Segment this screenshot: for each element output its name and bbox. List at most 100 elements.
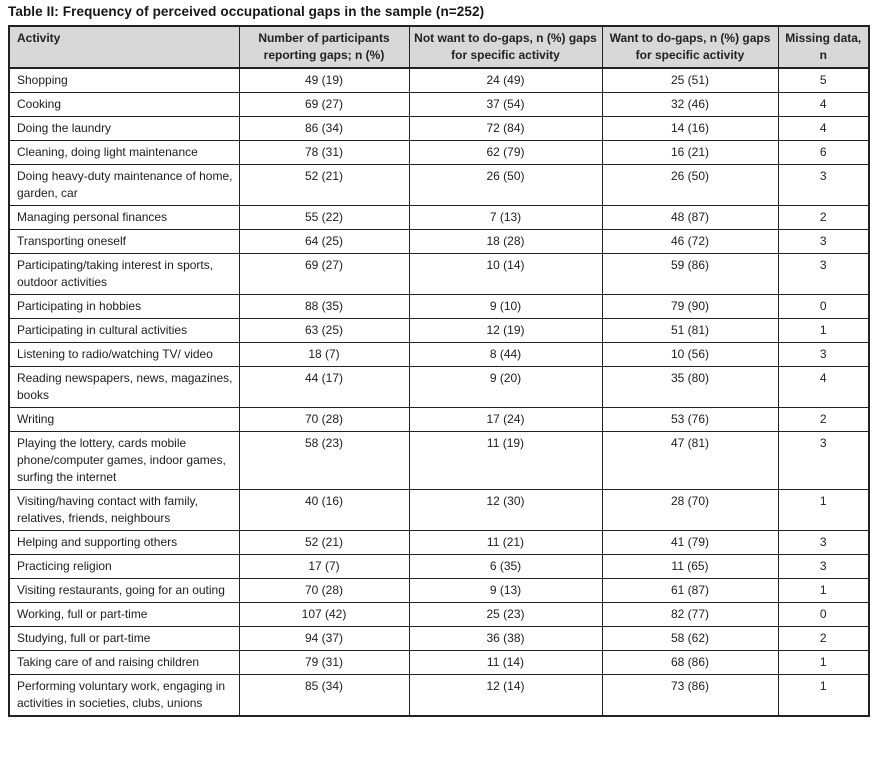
value-cell: 82 (77) [601,602,779,627]
value-cell: 3 [777,253,870,295]
activity-cell: Transporting oneself [8,229,240,254]
value-cell: 59 (86) [601,253,779,295]
value-cell: 78 (31) [238,140,410,165]
activity-cell: Shopping [8,67,240,93]
activity-cell: Cooking [8,92,240,117]
table-row: Transporting oneself 64 (25) 18 (28) 46 (72… [8,229,870,254]
value-cell: 4 [777,116,870,141]
value-cell: 11 (65) [601,554,779,579]
table-row: Visiting restaurants, going for an outin… [8,578,870,603]
value-cell: 58 (62) [601,626,779,651]
activity-cell: Practicing religion [8,554,240,579]
header-row: Activity Number of participants reporting… [8,25,870,69]
table-row: Visiting/having contact with family, rel… [8,489,870,531]
value-cell: 5 [777,67,870,93]
table-row: Listening to radio/watching TV/ video 18 … [8,342,870,367]
value-cell: 41 (79) [601,530,779,555]
table-row: Shopping 49 (19) 24 (49) 25 (51) 5 [8,67,870,93]
value-cell: 3 [777,530,870,555]
value-cell: 47 (81) [601,431,779,490]
value-cell: 0 [777,294,870,319]
value-cell: 28 (70) [601,489,779,531]
table-row: Cleaning, doing light maintenance 78 (31)… [8,140,870,165]
activity-cell: Doing the laundry [8,116,240,141]
column-header-2: Number of participants reporting gaps; n… [238,25,410,69]
activity-cell: Doing heavy-duty maintenance of home, ga… [8,164,240,206]
value-cell: 107 (42) [238,602,410,627]
table-row: Doing heavy-duty maintenance of home, ga… [8,164,870,206]
value-cell: 46 (72) [601,229,779,254]
column-header-1: Activity [8,25,240,69]
value-cell: 1 [777,650,870,675]
activity-cell: Participating/taking interest in sports,… [8,253,240,295]
table-row: Participating/taking interest in sports,… [8,253,870,295]
activity-cell: Managing personal finances [8,205,240,230]
value-cell: 4 [777,92,870,117]
value-cell: 7 (13) [408,205,603,230]
value-cell: 11 (21) [408,530,603,555]
value-cell: 16 (21) [601,140,779,165]
value-cell: 3 [777,431,870,490]
value-cell: 69 (27) [238,92,410,117]
activity-cell: Listening to radio/watching TV/ video [8,342,240,367]
value-cell: 3 [777,164,870,206]
value-cell: 79 (31) [238,650,410,675]
table-body: Shopping 49 (19) 24 (49) 25 (51) 5 Cooking 69 … [8,67,870,717]
value-cell: 85 (34) [238,674,410,717]
table-header: Activity Number of participants reporting… [8,25,870,69]
value-cell: 32 (46) [601,92,779,117]
value-cell: 73 (86) [601,674,779,717]
value-cell: 25 (23) [408,602,603,627]
value-cell: 70 (28) [238,407,410,432]
value-cell: 1 [777,318,870,343]
occupational-gaps-table: Activity Number of participants reporting… [8,25,870,717]
table-row: Writing 70 (28) 17 (24) 53 (76) 2 [8,407,870,432]
table-row: Participating in cultural activities 63 (… [8,318,870,343]
value-cell: 52 (21) [238,530,410,555]
value-cell: 1 [777,578,870,603]
table-row: Managing personal finances 55 (22) 7 (13) 4… [8,205,870,230]
value-cell: 17 (24) [408,407,603,432]
value-cell: 2 [777,626,870,651]
value-cell: 1 [777,674,870,717]
activity-cell: Taking care of and raising children [8,650,240,675]
value-cell: 55 (22) [238,205,410,230]
table-row: Participating in hobbies 88 (35) 9 (10) 79 … [8,294,870,319]
value-cell: 35 (80) [601,366,779,408]
value-cell: 11 (19) [408,431,603,490]
value-cell: 36 (38) [408,626,603,651]
activity-cell: Playing the lottery, cards mobile phone/… [8,431,240,490]
value-cell: 3 [777,342,870,367]
value-cell: 0 [777,602,870,627]
activity-cell: Writing [8,407,240,432]
value-cell: 79 (90) [601,294,779,319]
column-header-3: Not want to do-gaps, n (%) gaps for spec… [408,25,603,69]
value-cell: 12 (19) [408,318,603,343]
value-cell: 12 (30) [408,489,603,531]
value-cell: 51 (81) [601,318,779,343]
value-cell: 40 (16) [238,489,410,531]
table-row: Helping and supporting others 52 (21) 11 (… [8,530,870,555]
activity-cell: Studying, full or part-time [8,626,240,651]
activity-cell: Helping and supporting others [8,530,240,555]
table-row: Doing the laundry 86 (34) 72 (84) 14 (16) 4 [8,116,870,141]
value-cell: 69 (27) [238,253,410,295]
value-cell: 2 [777,205,870,230]
value-cell: 6 [777,140,870,165]
table-row: Reading newspapers, news, magazines, boo… [8,366,870,408]
activity-cell: Performing voluntary work, engaging in a… [8,674,240,717]
table-row: Playing the lottery, cards mobile phone/… [8,431,870,490]
value-cell: 25 (51) [601,67,779,93]
value-cell: 52 (21) [238,164,410,206]
value-cell: 61 (87) [601,578,779,603]
value-cell: 18 (28) [408,229,603,254]
value-cell: 94 (37) [238,626,410,651]
value-cell: 49 (19) [238,67,410,93]
value-cell: 3 [777,554,870,579]
value-cell: 48 (87) [601,205,779,230]
value-cell: 53 (76) [601,407,779,432]
value-cell: 58 (23) [238,431,410,490]
value-cell: 10 (56) [601,342,779,367]
table-row: Taking care of and raising children 79 (3… [8,650,870,675]
